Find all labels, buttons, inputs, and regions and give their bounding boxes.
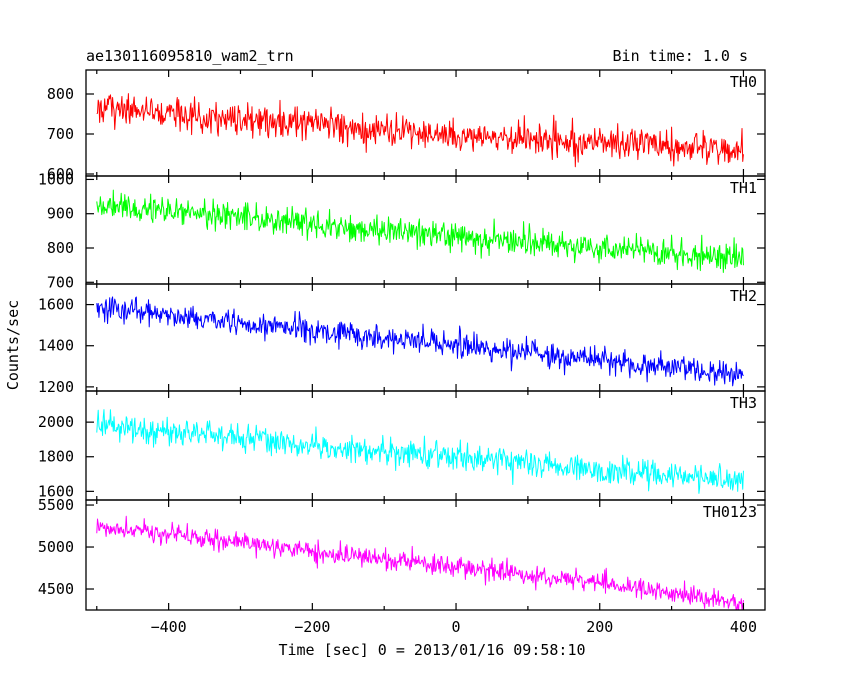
series-th0 bbox=[96, 93, 744, 168]
y-tick-label: 900 bbox=[47, 205, 74, 223]
panel-label-th2: TH2 bbox=[730, 287, 757, 305]
panel-frame-th2 bbox=[85, 283, 766, 392]
series-th3 bbox=[96, 409, 744, 494]
y-tick-label: 700 bbox=[47, 273, 74, 291]
panel-label-th3: TH3 bbox=[730, 394, 757, 412]
y-tick-label: 5500 bbox=[38, 496, 74, 514]
bin-time-label: Bin time: 1.0 s bbox=[613, 47, 748, 65]
panel-frame-th3 bbox=[85, 390, 766, 501]
panel-th3: 1600 1800 2000 TH3 bbox=[38, 390, 766, 501]
y-tick-label: 2000 bbox=[38, 413, 74, 431]
x-tick-label: 400 bbox=[730, 618, 757, 636]
panel-th2: 1200 1400 1600 TH2 bbox=[38, 283, 766, 396]
panel-frame-th0123 bbox=[85, 499, 766, 611]
y-tick-label: 800 bbox=[47, 85, 74, 103]
y-tick-label: 1600 bbox=[38, 296, 74, 314]
x-tick-label: 0 bbox=[452, 618, 461, 636]
y-axis-label: Counts/sec bbox=[4, 300, 22, 390]
series-th2 bbox=[96, 296, 744, 387]
x-tick-label: −200 bbox=[294, 618, 330, 636]
y-tick-label: 1600 bbox=[38, 482, 74, 500]
y-tick-label: 1000 bbox=[38, 170, 74, 188]
panel-th0: 600 700 800 TH0 bbox=[47, 69, 766, 183]
panel-label-th1: TH1 bbox=[730, 179, 757, 197]
x-axis: −400 −200 0 200 400 bbox=[151, 618, 757, 636]
y-tick-label: 5000 bbox=[38, 538, 74, 556]
panel-label-th0: TH0 bbox=[730, 73, 757, 91]
y-tick-label: 1400 bbox=[38, 337, 74, 355]
chart-title: ae130116095810_wam2_trn bbox=[86, 47, 294, 65]
panel-th0123: 4500 5000 5500 TH0123 bbox=[38, 496, 766, 611]
x-tick-label: 200 bbox=[586, 618, 613, 636]
y-tick-label: 800 bbox=[47, 239, 74, 257]
y-tick-label: 4500 bbox=[38, 580, 74, 598]
x-axis-label: Time [sec] 0 = 2013/01/16 09:58:10 bbox=[278, 641, 585, 659]
y-tick-label: 700 bbox=[47, 125, 74, 143]
series-th1 bbox=[96, 189, 744, 273]
panel-th1: 700 800 900 1000 TH1 bbox=[38, 170, 766, 291]
y-tick-label: 600 bbox=[47, 165, 74, 183]
x-tick-label: −400 bbox=[151, 618, 187, 636]
y-tick-label: 1200 bbox=[38, 378, 74, 396]
series-th0123 bbox=[96, 515, 744, 610]
panel-label-th0123: TH0123 bbox=[703, 503, 757, 521]
y-tick-label: 1800 bbox=[38, 448, 74, 466]
panel-stack: 600 700 800 TH0 700 800 900 1000 TH1 1200 1400 1600… bbox=[38, 69, 766, 611]
